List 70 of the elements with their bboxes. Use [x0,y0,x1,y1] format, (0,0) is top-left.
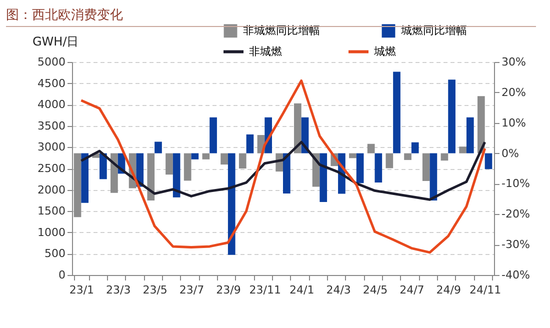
y-axis-title: GWH/日 [32,34,79,48]
bar [228,153,236,255]
bar [320,153,328,202]
bar [356,153,364,184]
bar [374,153,382,182]
x-tick-label: 24/9 [436,284,461,296]
x-tick-label: 23/11 [249,284,282,296]
y-tick-label: 0 [58,268,66,282]
bar [147,153,155,200]
y2-tick-label: 20% [502,86,526,99]
x-tick-label: 24/5 [362,284,388,296]
bar [459,146,466,154]
y2-tick-label: -40% [502,268,530,282]
bar [220,153,228,165]
bar [386,153,394,168]
y-tick-label: 1500 [38,204,66,218]
bar [210,117,217,154]
bar [466,117,474,154]
bar [448,80,456,154]
chart-title: 图：西北欧消费变化 [6,8,123,23]
bar [349,153,356,158]
bar [367,144,375,154]
y-tick-label: 500 [44,247,66,260]
bar [172,153,180,198]
x-tick-label: 24/1 [289,284,314,296]
bar [191,153,199,160]
bar [294,103,302,154]
line-series [80,79,486,254]
x-tick-label: 23/7 [179,284,204,296]
x-tick-label: 24/7 [400,284,424,296]
y2-tick-label: 10% [502,116,526,130]
bar [477,96,485,154]
y-tick-label: 5000 [38,56,66,68]
y2-tick-label: 0% [502,146,519,160]
x-tick-label: 24/3 [326,284,351,296]
bar [202,153,210,160]
x-tick-label: 23/5 [142,284,168,296]
bar [100,153,107,180]
y-tick-label: 2500 [38,162,66,175]
y-tick-label: 2000 [38,183,66,196]
line-series [80,140,486,201]
x-tick-label: 23/9 [216,284,241,296]
bar [422,153,430,181]
y2-tick-label: 30% [502,56,526,68]
legend-label: 城燃 [373,44,396,58]
x-tick-label: 23/3 [106,284,131,296]
x-tick-label: 24/11 [469,284,502,296]
y2-tick-label: -20% [502,208,530,221]
bar [154,142,162,154]
y-tick-label: 1000 [38,226,66,239]
bar [404,153,412,160]
x-tick-label: 23/1 [69,284,94,296]
y-tick-label: 3000 [38,140,66,154]
bar [246,134,254,154]
y2-tick-label: -10% [502,177,530,190]
y-tick-label: 4500 [38,76,66,90]
bar [166,153,173,175]
legend-label: 非城燃 [249,44,282,58]
bar [184,153,192,181]
y2-tick-label: -30% [502,238,530,252]
y-tick-label: 4000 [38,98,66,112]
bar [393,72,400,154]
bar [81,153,89,203]
bar [484,153,492,170]
bar [110,153,118,193]
bar [440,153,448,161]
bar [411,142,419,154]
y-tick-label: 3500 [38,119,66,132]
bar [283,153,290,194]
bar [238,153,246,168]
